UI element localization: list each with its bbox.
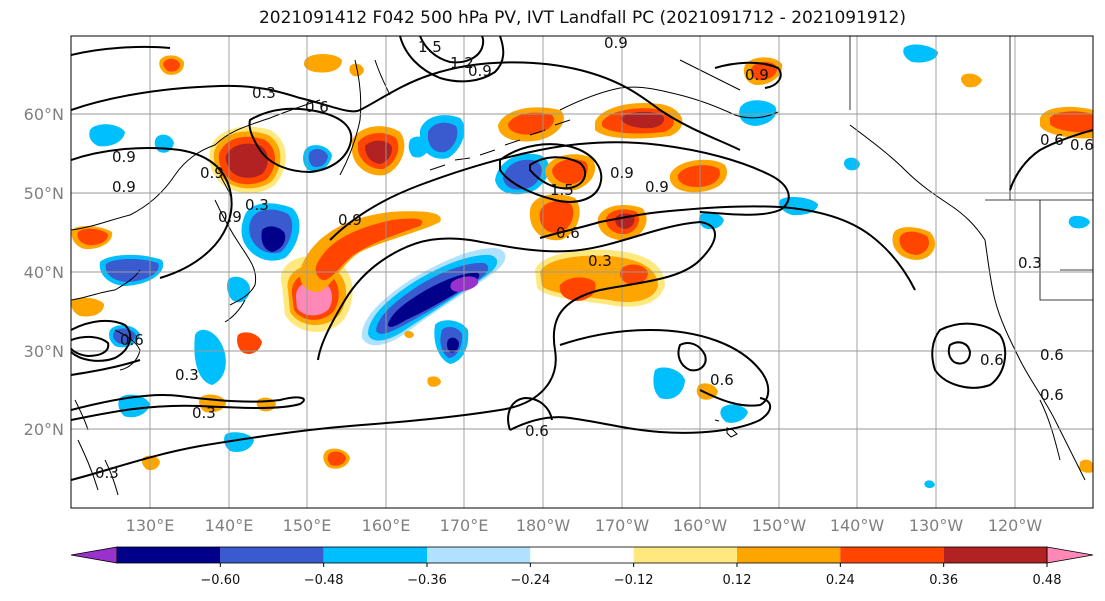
colorbar-ticks: −0.60 −0.48 −0.36 −0.24 −0.12 0.12 0.24 0.36 0.4…	[200, 563, 1062, 588]
colorbar-tick-label: −0.36	[407, 573, 447, 588]
colorbar-segment	[943, 547, 1047, 563]
colorbar-segment	[427, 547, 531, 563]
lat-label: 20°N	[24, 420, 64, 439]
gridlines	[71, 36, 1093, 508]
pv-contours	[71, 36, 1093, 481]
contour-label: 0.3	[175, 366, 199, 384]
colorbar-segment	[840, 547, 944, 563]
contour-label-group: 0.3 0.6 0.9 1.2 1.5 0.9 0.9 0.9 0.6 0.3 …	[95, 34, 1094, 482]
lon-label: 160°W	[673, 516, 728, 535]
contour-label: 0.6	[1040, 386, 1064, 404]
colorbar-segment	[117, 547, 221, 563]
lon-label: 160°E	[362, 516, 411, 535]
contour-label: 0.6	[120, 331, 144, 349]
map-frame	[70, 35, 1094, 509]
colorbar-tick-label: 0.48	[1033, 573, 1062, 588]
contour-label: 0.3	[95, 464, 119, 482]
colorbar: −0.60 −0.48 −0.36 −0.24 −0.12 0.12 0.24 0.36 0.4…	[70, 546, 1094, 588]
lon-label: 170°W	[595, 516, 650, 535]
lon-label: 130°E	[126, 516, 175, 535]
contour-label: 1.2	[450, 54, 474, 72]
contour-label: 0.9	[112, 148, 136, 166]
contour-label: 0.6	[305, 98, 329, 116]
contour-label: 0.6	[710, 371, 734, 389]
contour-label: 0.6	[1040, 131, 1064, 149]
colorbar-segment	[323, 547, 427, 563]
contour-label: 0.9	[468, 62, 492, 80]
contour-label: 0.3	[1018, 254, 1042, 272]
colorbar-tick-label: −0.12	[614, 573, 654, 588]
contour-label: 0.3	[252, 84, 276, 102]
colorbar-tick-label: −0.48	[304, 573, 344, 588]
contour-label: 0.9	[604, 34, 628, 52]
contour-label: 0.3	[245, 196, 269, 214]
colorbar-segment	[737, 547, 841, 563]
lon-label: 120°W	[988, 516, 1043, 535]
contour-label: 0.6	[980, 351, 1004, 369]
contour-label: 0.9	[645, 178, 669, 196]
colorbar-tick-label: 0.12	[723, 573, 752, 588]
lat-axis: 60°N 50°N 40°N 30°N 20°N	[24, 105, 64, 439]
coastlines	[71, 59, 1086, 496]
contour-label: 0.9	[338, 211, 362, 229]
lon-axis: 130°E 140°E 150°E 160°E 170°E 180°W 170°…	[126, 516, 1043, 535]
borders	[849, 36, 1093, 301]
lon-label: 150°W	[752, 516, 807, 535]
contour-label: 0.9	[112, 178, 136, 196]
colorbar-segments	[70, 546, 1094, 564]
contour-label: 1.5	[550, 181, 574, 199]
lon-label: 170°E	[440, 516, 489, 535]
colorbar-tick-label: −0.24	[510, 573, 550, 588]
lon-label: 140°E	[205, 516, 254, 535]
contour-label: 0.3	[192, 404, 216, 422]
lat-label: 40°N	[24, 263, 64, 282]
lon-label: 180°W	[516, 516, 571, 535]
map-title: 2021091412 F042 500 hPa PV, IVT Landfall…	[258, 8, 906, 28]
lon-label: 140°W	[830, 516, 885, 535]
lon-label: 150°E	[283, 516, 332, 535]
contour-label: 0.9	[610, 164, 634, 182]
contour-label: 0.6	[556, 224, 580, 242]
lat-label: 60°N	[24, 105, 64, 124]
contour-label: 0.9	[218, 208, 242, 226]
colorbar-tick-label: −0.60	[200, 573, 240, 588]
colorbar-extend-high	[1046, 546, 1094, 564]
colorbar-outline	[116, 546, 1048, 564]
colorbar-extend-low	[70, 546, 118, 564]
lon-label: 130°W	[909, 516, 964, 535]
colorbar-segment	[633, 547, 737, 563]
colorbar-segment	[530, 547, 634, 563]
contour-label: 0.6	[1040, 346, 1064, 364]
lat-label: 50°N	[24, 184, 64, 203]
contour-label: 0.6	[1070, 136, 1094, 154]
contour-label: 1.5	[418, 38, 442, 56]
colorbar-tick-label: 0.36	[929, 573, 958, 588]
contour-label: 0.6	[525, 422, 549, 440]
colorbar-tick-label: 0.24	[826, 573, 855, 588]
contour-label: 0.9	[745, 66, 769, 84]
contour-label: 0.9	[200, 164, 224, 182]
colorbar-segment	[220, 547, 324, 563]
contour-label: 0.3	[588, 252, 612, 270]
lat-label: 30°N	[24, 342, 64, 361]
